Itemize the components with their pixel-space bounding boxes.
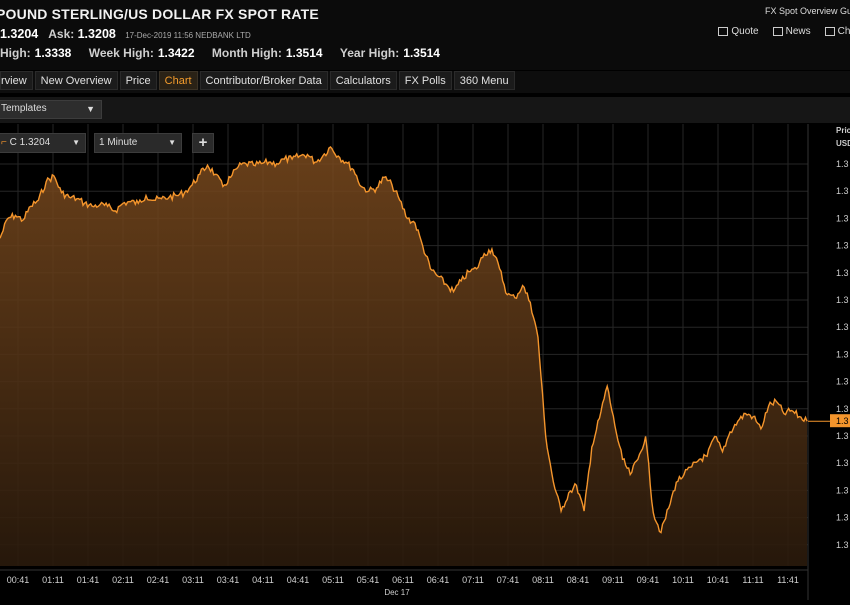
y-tick-label: 1.3 [836, 295, 849, 305]
chart-icon [824, 26, 835, 36]
templates-dropdown[interactable]: Templates ▼ [0, 100, 102, 119]
chart-link[interactable]: Cha [824, 26, 850, 37]
interval-label: 1 Minute [99, 137, 138, 148]
tab-price[interactable]: Price [119, 71, 157, 90]
x-tick-label: 03:11 [182, 575, 204, 585]
y-tick-label: 1.3 [836, 485, 849, 495]
header-links: Quote News Cha [718, 26, 850, 37]
tab-fx-polls[interactable]: FX Polls [398, 71, 452, 90]
year-high-value: 1.3514 [403, 46, 440, 60]
timestamp: 17-Dec-2019 11:56 NEDBANK LTD [125, 31, 251, 40]
x-tick-label: 10:11 [672, 575, 694, 585]
chart-area: Pric USD 1.3 1.3 1.3 1.3 1.3 1.3 1.3 1.3 1.3 1.3 1.3… [0, 124, 850, 600]
last-price-label: 1.3 [836, 416, 849, 426]
x-tick-label: 02:11 [112, 575, 134, 585]
week-high-label: Week High: [88, 46, 154, 60]
x-tick-label: 06:41 [427, 575, 450, 585]
bid-value: 1.3204 [0, 27, 39, 41]
series-label: C 1.3204 [9, 137, 51, 148]
x-tick-label: 02:41 [147, 575, 170, 585]
tab-new-overview[interactable]: New Overview [34, 71, 118, 90]
header: POUND STERLING/US DOLLAR FX SPOT RATE 1.… [0, 0, 850, 70]
x-tick-label: 10:41 [707, 575, 730, 585]
tab-contributor-broker-data[interactable]: Contributor/Broker Data [199, 71, 328, 90]
week-high-value: 1.3422 [157, 46, 195, 60]
chevron-down-icon: ▼ [86, 104, 95, 114]
y-tick-label: 1.3 [836, 377, 849, 387]
news-icon [772, 26, 783, 36]
chart-link-label: Cha [837, 26, 850, 37]
price-area [0, 146, 807, 566]
tab-360-menu[interactable]: 360 Menu [453, 71, 515, 90]
quote-link-label: Quote [731, 26, 759, 37]
series-selector[interactable]: ⌐ C 1.3204 ▼ [0, 133, 86, 153]
y-tick-label: 1.3 [836, 349, 849, 359]
y-tick-label: 1.3 [836, 513, 849, 523]
x-tick-label: 09:11 [602, 575, 624, 585]
y-tick-label: 1.3 [836, 404, 849, 414]
x-tick-label: 04:41 [287, 575, 310, 585]
tab-calculators[interactable]: Calculators [329, 71, 397, 90]
price-chart: Pric USD 1.3 1.3 1.3 1.3 1.3 1.3 1.3 1.3 1.3 1.3 1.3… [0, 124, 850, 600]
price-line [0, 145, 808, 534]
high-row: High: 1.3338 Week High: 1.3422 Month High:… [0, 46, 440, 60]
high-label: High: [0, 46, 31, 60]
news-link[interactable]: News [772, 26, 811, 37]
x-tick-label: 07:11 [462, 575, 484, 585]
x-tick-label: 00:41 [7, 575, 30, 585]
x-tick-label: 03:41 [217, 575, 240, 585]
x-tick-label: 01:11 [42, 575, 64, 585]
templates-label: Templates [1, 103, 47, 114]
x-tick-label: 09:41 [637, 575, 660, 585]
last-price-badge [830, 414, 850, 428]
x-tick-label: 11:41 [777, 575, 799, 585]
chevron-down-icon: ▼ [72, 138, 80, 147]
y-axis-unit: USD [836, 139, 850, 148]
x-tick-label: 04:11 [252, 575, 274, 585]
x-axis: 00:41 01:11 01:41 02:11 02:41 03:11 03:41 04:11… [0, 569, 808, 597]
quote-link[interactable]: Quote [718, 26, 759, 37]
y-tick-label: 1.3 [836, 241, 849, 251]
year-high-label: Year High: [339, 46, 400, 60]
y-tick-label: 1.3 [836, 540, 849, 550]
x-tick-label: 01:41 [77, 575, 100, 585]
x-tick-label: 05:11 [322, 575, 344, 585]
tab-overview[interactable]: rview [0, 71, 33, 90]
x-tick-label: 05:41 [357, 575, 380, 585]
line-style-icon: ⌐ [1, 137, 7, 148]
add-button[interactable]: + [192, 133, 214, 153]
chart-toolbar: Templates ▼ [0, 97, 850, 123]
x-tick-label: 07:41 [497, 575, 520, 585]
y-tick-label: 1.3 [836, 431, 849, 441]
y-tick-label: 1.3 [836, 322, 849, 332]
y-tick-label: 1.3 [836, 159, 849, 169]
y-tick-label: 1.3 [836, 458, 849, 468]
x-tick-label: 11:11 [742, 575, 763, 585]
quote-icon [718, 26, 729, 36]
y-axis: Pric USD 1.3 1.3 1.3 1.3 1.3 1.3 1.3 1.3 1.3 1.3 1.3… [808, 126, 850, 550]
guide-title: FX Spot Overview Gu [764, 6, 850, 16]
page-title: POUND STERLING/US DOLLAR FX SPOT RATE [0, 6, 319, 22]
y-tick-label: 1.3 [836, 213, 849, 223]
y-tick-label: 1.3 [836, 186, 849, 196]
x-tick-label: 08:11 [532, 575, 554, 585]
x-date-label: Dec 17 [384, 588, 410, 597]
tab-bar: rview New Overview Price Chart Contribut… [0, 71, 850, 93]
quote-row: 1.3204 Ask: 1.3208 17-Dec-2019 11:56 NED… [0, 27, 251, 41]
x-tick-label: 06:11 [392, 575, 414, 585]
y-axis-title: Pric [836, 126, 850, 135]
month-high-label: Month High: [211, 46, 282, 60]
ask-label: Ask: [48, 27, 75, 41]
chevron-down-icon: ▼ [168, 138, 176, 147]
high-value: 1.3338 [34, 46, 72, 60]
x-tick-label: 08:41 [567, 575, 590, 585]
ask-value: 1.3208 [77, 27, 116, 41]
news-link-label: News [785, 26, 811, 37]
tab-chart[interactable]: Chart [158, 71, 198, 90]
y-tick-label: 1.3 [836, 268, 849, 278]
interval-dropdown[interactable]: 1 Minute ▼ [94, 133, 182, 153]
month-high-value: 1.3514 [285, 46, 323, 60]
